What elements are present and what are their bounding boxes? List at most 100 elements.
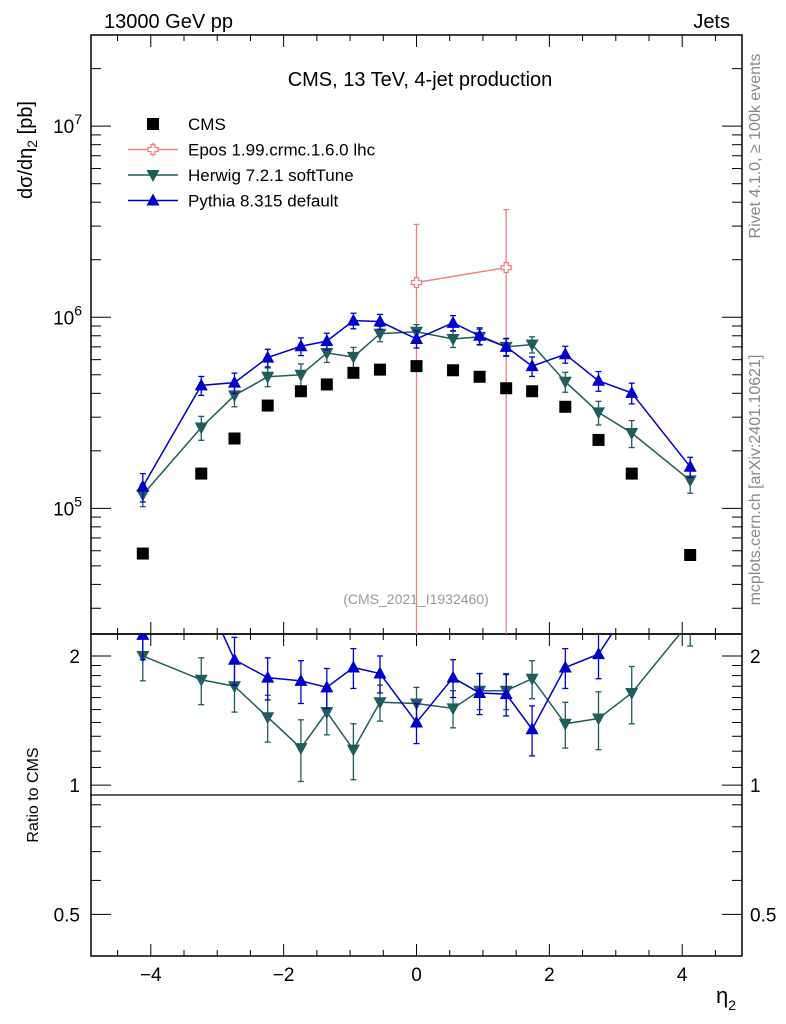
legend-label: Pythia 8.315 default [188,192,339,211]
legend-entry-cms: CMS [147,115,226,134]
ratio-point [446,670,460,683]
ratio-point [320,707,334,720]
main-point [320,348,334,361]
legend-label: CMS [188,115,226,134]
main-y-tick-label-exp: 5 [74,493,82,509]
ratio-point [592,647,606,660]
x-tick-label: −2 [273,965,295,986]
main-point [194,378,208,391]
ratio-point [227,652,241,665]
x-tick-label: 0 [411,965,422,986]
main-point [446,315,460,328]
y-axis-label-sub: 2 [24,140,40,148]
main-point [683,475,697,488]
main-y-tick-label-exp: 7 [74,111,82,127]
main-point [446,333,460,346]
main-point [499,339,513,352]
main-point [346,313,360,326]
ratio-point [346,660,360,673]
main-point [136,479,150,492]
main-point [320,334,334,347]
legend-entry-epos: Epos 1.99.crmc.1.6.0 lhc [128,141,376,160]
main-point [526,385,539,398]
x-tick-label: 4 [677,965,688,986]
main-y-tick-label: 105 [53,493,82,520]
ratio-point [195,580,208,592]
x-axis-label-sub: 2 [728,997,736,1013]
ratio-y-tick-label-right: 1 [750,776,761,797]
ratio-point [373,666,387,679]
x-axis-label-main: η [716,983,728,1008]
ratio-point [558,660,572,673]
x-tick-label: 2 [544,965,555,986]
side-label-mcplots: mcplots.cern.ch [arXiv:2401.10621] [747,355,764,606]
ratio-point [194,674,208,687]
main-y-tick-label-base: 10 [53,117,74,138]
main-point [294,385,307,398]
legend-marker [147,118,159,130]
main-point [261,371,275,384]
main-point [227,375,241,388]
main-point [500,261,512,274]
header-left-label: 13000 GeV pp [104,11,233,33]
ratio-point [684,580,697,592]
main-point [136,547,149,560]
ratio-point [684,616,697,628]
main-point [592,407,606,420]
main-point [347,366,360,379]
ratio-y-tick-label: 1 [69,776,80,797]
main-y-tick-label-base: 10 [53,308,74,329]
ratio-y-axis-label: Ratio to CMS [25,747,42,842]
main-point [228,432,241,445]
ratio-point [320,680,334,693]
main-point [683,459,697,472]
ratio-point [625,687,639,700]
ratio-y-tick-label: 0.5 [54,905,80,926]
main-epos [410,208,512,634]
main-pythia [136,312,697,503]
main-point [261,399,274,412]
legend-label: Epos 1.99.crmc.1.6.0 lhc [188,141,376,160]
ratio-point [499,687,513,700]
ratio-point [410,715,423,728]
main-y-tick-label-exp: 6 [74,302,82,318]
main-point [447,364,460,377]
side-label-rivet: Rivet 4.1.0, ≥ 100k events [747,54,764,239]
main-point [194,422,208,435]
main-y-tick-label: 107 [53,111,82,138]
ratio-point [294,673,308,686]
header-right-label: Jets [693,11,730,33]
ratio-point [592,713,606,726]
ratio-point [373,697,387,710]
main-point [195,467,208,480]
legend-marker [146,170,160,182]
main-point [558,347,572,360]
ratio-point [136,634,150,640]
x-tick-label: −4 [140,965,162,986]
main-point [346,351,360,364]
ratio-pythia [136,580,697,757]
main-cms [136,360,697,561]
ratio-point [261,712,275,725]
ratio-y-tick-label: 2 [69,647,80,668]
ratio-y-tick-label-right: 0.5 [750,905,776,926]
ratio-point [525,673,539,686]
main-point [410,276,423,289]
chart-title: CMS, 13 TeV, 4-jet production [288,69,553,91]
main-point [373,314,387,327]
y-axis-label-unit: [pb] [15,101,37,140]
ratio-point [625,596,638,608]
main-point [592,433,605,446]
legend-label: Herwig 7.2.1 softTune [188,166,354,185]
marker-cross-shape [410,276,423,289]
main-point [558,376,572,389]
legend-entry-pythia: Pythia 8.315 default [128,192,339,211]
y-axis-label-main: dσ/dη [15,148,37,199]
main-point [625,427,639,440]
main-point [473,328,487,341]
main-point [625,467,638,480]
main-point [500,382,513,395]
legend: CMS Epos 1.99.crmc.1.6.0 lhc Herwig 7.2.1 … [128,115,376,211]
